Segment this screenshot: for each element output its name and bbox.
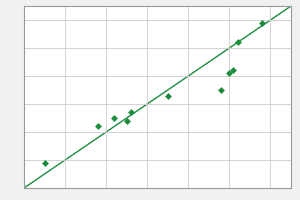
Point (231, 69, 236, 72)
Point (95, 125, 100, 128)
Point (42, 161, 47, 164)
Point (219, 88, 224, 92)
Point (112, 116, 117, 120)
Point (128, 111, 133, 114)
Point (235, 41, 240, 44)
Point (124, 119, 129, 122)
Point (227, 72, 232, 75)
Point (165, 94, 170, 97)
Point (260, 21, 265, 24)
